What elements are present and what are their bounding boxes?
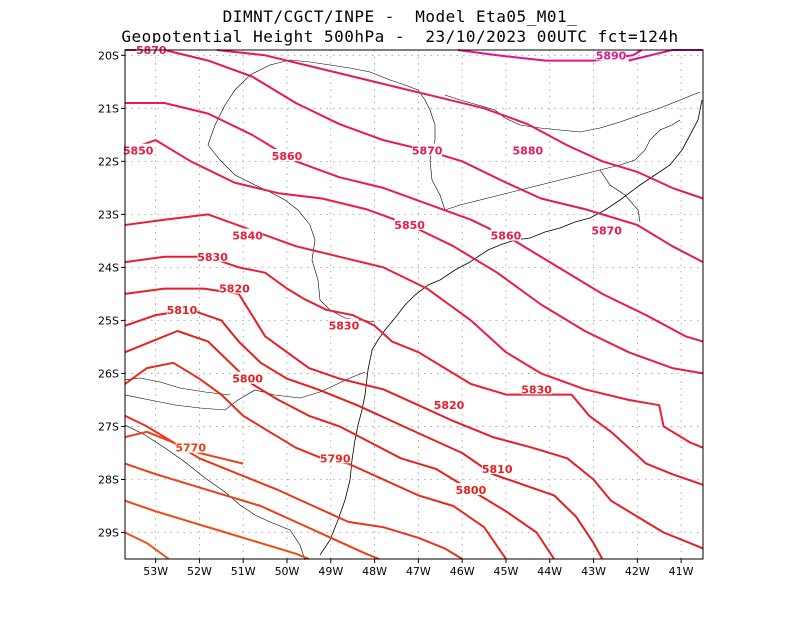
contour-line-5860 bbox=[125, 102, 704, 343]
contour-label-background bbox=[175, 440, 206, 453]
contour-label-background bbox=[512, 143, 543, 156]
lon-tick-label: 43W bbox=[581, 565, 606, 578]
state-boundary bbox=[599, 169, 641, 223]
lon-tick-label: 41W bbox=[669, 565, 694, 578]
contour-label: 5770 bbox=[175, 442, 206, 455]
coastline bbox=[319, 99, 703, 556]
lon-tick-label: 45W bbox=[494, 565, 519, 578]
map-frame bbox=[124, 49, 704, 560]
contour-line-5750 bbox=[124, 531, 170, 560]
contour-line-5760 bbox=[124, 499, 310, 560]
contour-label-background bbox=[328, 318, 359, 331]
lat-tick-label: 26S bbox=[98, 367, 119, 380]
lat-tick-label: 27S bbox=[98, 420, 119, 433]
lon-tick-label: 44W bbox=[537, 565, 562, 578]
lon-tick-label: 42W bbox=[625, 565, 650, 578]
contour-label: 5830 bbox=[197, 251, 228, 264]
contour-label-background bbox=[272, 149, 303, 162]
lat-tick-label: 25S bbox=[98, 314, 119, 327]
lon-tick-label: 51W bbox=[231, 565, 256, 578]
contour-label-background bbox=[136, 43, 167, 55]
lat-tick-label: 20S bbox=[98, 49, 119, 62]
contour-line-5830 bbox=[124, 255, 704, 486]
contour-label-background bbox=[219, 281, 250, 294]
contour-label: 5810 bbox=[482, 463, 513, 476]
axis-ticks: 53W 52W 51W 50W 49W 48W 47W 46W 45W 44W 43W 42W 41W 2… bbox=[98, 49, 694, 578]
lon-tick-label: 52W bbox=[187, 565, 212, 578]
state-boundary bbox=[124, 377, 231, 396]
contour-line-5770 bbox=[124, 462, 380, 560]
contour-label: 5840 bbox=[232, 230, 263, 243]
state-boundary bbox=[444, 119, 681, 211]
lat-tick-label: 22S bbox=[98, 155, 119, 168]
contour-line-5800 bbox=[124, 330, 555, 560]
lon-tick-label: 46W bbox=[450, 565, 475, 578]
contour-line-5890 bbox=[457, 49, 643, 62]
contour-label-background bbox=[455, 483, 486, 496]
contour-label: 5800 bbox=[456, 484, 487, 497]
lat-tick-label: 24S bbox=[98, 261, 119, 274]
state-boundary bbox=[444, 91, 701, 133]
state-boundary bbox=[207, 144, 376, 323]
contour-label: 5810 bbox=[167, 304, 198, 317]
chart-title-line-2: Geopotential Height 500hPa - 23/10/2023 … bbox=[121, 27, 679, 46]
contour-label: 5860 bbox=[272, 150, 303, 163]
lon-tick-label: 49W bbox=[318, 565, 343, 578]
contour-label-background bbox=[591, 223, 622, 236]
contour-label: 5860 bbox=[491, 230, 522, 243]
contour-label: 5870 bbox=[412, 145, 443, 158]
lon-tick-label: 50W bbox=[275, 565, 300, 578]
political-boundaries bbox=[124, 59, 703, 561]
contour-line-5790 bbox=[124, 361, 507, 560]
contour-label-background bbox=[232, 228, 263, 241]
contour-label-background bbox=[482, 461, 513, 474]
contour-label-background bbox=[521, 382, 552, 395]
contour-label: 5800 bbox=[232, 373, 263, 386]
contour-label-background bbox=[394, 217, 425, 230]
lat-tick-label: 28S bbox=[98, 473, 119, 486]
contour-label: 5820 bbox=[434, 399, 465, 412]
lon-tick-label: 53W bbox=[143, 565, 168, 578]
contour-label: 5890 bbox=[596, 49, 627, 62]
contour-label: 5850 bbox=[123, 145, 154, 158]
lat-tick-label: 21S bbox=[98, 102, 119, 115]
contour-line-5810 bbox=[124, 308, 604, 560]
contour-line-5780 bbox=[124, 414, 463, 560]
contour-label: 5850 bbox=[394, 219, 425, 232]
contour-label-background bbox=[434, 398, 465, 411]
lat-tick-label: 23S bbox=[98, 208, 119, 221]
lat-tick-label: 29S bbox=[98, 526, 119, 539]
state-boundary bbox=[124, 371, 366, 411]
contour-label-background bbox=[166, 302, 197, 315]
lon-tick-label: 47W bbox=[406, 565, 431, 578]
contour-line-5840 bbox=[124, 213, 704, 449]
contour-label: 5870 bbox=[591, 224, 622, 237]
contour-label: 5790 bbox=[320, 452, 351, 465]
contour-label-background bbox=[232, 371, 263, 384]
contour-label-background bbox=[123, 143, 154, 156]
contour-label-background bbox=[412, 143, 443, 156]
contour-label-background bbox=[320, 451, 351, 464]
contour-label-background bbox=[596, 48, 627, 61]
lon-tick-label: 48W bbox=[362, 565, 387, 578]
contour-label: 5820 bbox=[219, 283, 250, 296]
contour-line-5820 bbox=[124, 287, 704, 550]
contour-label: 5880 bbox=[513, 145, 544, 158]
chart-title-line-1: DIMNT/CGCT/INPE - Model Eta05_M01_ bbox=[222, 7, 578, 26]
contour-label-background bbox=[490, 228, 521, 241]
contour-label: 5830 bbox=[329, 320, 360, 333]
contour-label-background bbox=[197, 249, 228, 262]
contour-line-5880 bbox=[216, 49, 704, 200]
contour-label: 5830 bbox=[521, 383, 552, 396]
